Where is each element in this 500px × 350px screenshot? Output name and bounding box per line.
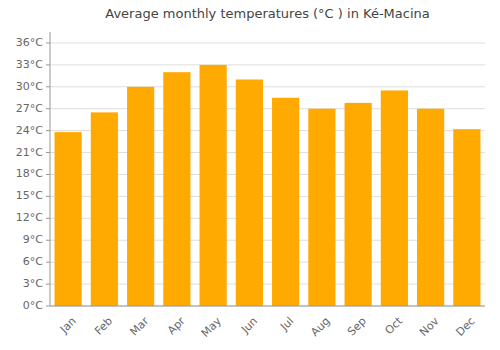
x-tick-label: Sep [345,315,369,339]
x-axis: Jan Feb Mar Apr May Jun Jul Aug Sep Oct Nov Dec [57,314,478,340]
x-tick-label: Jun [238,315,260,337]
title: Average monthly temperatures (°C ) in Ké… [105,6,429,21]
y-tick [46,262,50,263]
y-tick-label: 9°C [23,233,43,246]
y-tick [46,130,50,131]
y-tick-label: 33°C [16,58,43,71]
x-tick-label: Feb [92,315,115,338]
y-axis-line [50,32,51,306]
y-tick-label: 36°C [16,36,43,49]
x-tick-label: Aug [308,315,332,339]
y-tick-label: 12°C [16,211,43,224]
y-tick-label: 30°C [16,80,43,93]
bar [55,132,82,306]
x-tick-label: Nov [417,314,442,339]
chart-container: Average monthly temperatures (°C ) in Ké… [0,0,500,350]
y-tick [46,284,50,285]
y-tick-label: 6°C [23,255,43,268]
bar [127,87,154,306]
y-tick [46,108,50,109]
grid-line [50,86,485,87]
bar [308,109,335,306]
bar [236,79,263,306]
y-tick-label: 0°C [23,299,43,312]
grid-line [50,42,485,43]
y-tick [46,152,50,153]
bar [163,72,190,306]
y-tick [46,64,50,65]
x-axis-line [50,306,485,307]
y-tick-label: 27°C [16,102,43,115]
y-tick-label: 24°C [16,124,43,137]
x-tick-label: Mar [128,314,152,338]
y-tick [46,42,50,43]
x-tick-label: Jul [277,315,296,334]
bar [91,112,118,306]
y-tick [46,174,50,175]
x-tick-label: Jan [57,315,79,337]
y-axis: 0°C 3°C 6°C 9°C 12°C 15°C 18°C 21°C 24°C 27°C 30°C… [16,36,50,312]
x-tick-label: Dec [453,315,477,339]
x-tick-label: May [199,314,225,340]
x-tick-label: Oct [383,314,406,337]
grid-line [50,64,485,65]
y-tick [46,240,50,241]
bar [381,90,408,306]
y-tick-label: 21°C [16,146,43,159]
bar [345,103,372,306]
chart-svg: Average monthly temperatures (°C ) in Ké… [0,0,500,350]
y-tick-label: 18°C [16,167,43,180]
bar [200,65,227,306]
y-tick-label: 15°C [16,189,43,202]
bar [272,98,299,306]
y-tick [46,86,50,87]
x-tick-label: Apr [165,314,188,337]
grid-line [50,306,485,307]
y-tick-label: 3°C [23,277,43,290]
bar [417,109,444,306]
bars [55,65,481,306]
grid [50,43,485,306]
y-tick [46,306,50,307]
y-tick [46,196,50,197]
bar [453,129,480,306]
y-tick [46,218,50,219]
